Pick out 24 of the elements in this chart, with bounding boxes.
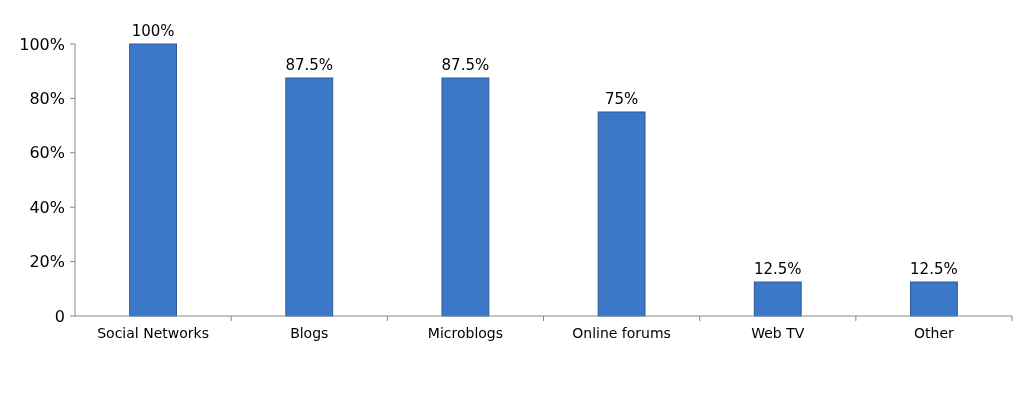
data-label: 75% <box>604 90 639 108</box>
data-label: 100% <box>131 22 175 40</box>
x-tick-label: Online forums <box>572 325 671 341</box>
x-tick-label: Web TV <box>751 325 805 341</box>
data-label: 87.5% <box>285 56 334 74</box>
bar <box>597 111 646 317</box>
y-tick-label: 80% <box>29 89 65 108</box>
y-tick-label: 60% <box>29 143 65 163</box>
bar <box>285 77 334 317</box>
data-label: 12.5% <box>753 260 802 278</box>
bar <box>441 77 490 317</box>
y-tick-label: 40% <box>29 197 65 217</box>
data-label: 87.5% <box>441 56 490 74</box>
x-tick-label: Blogs <box>290 325 329 341</box>
x-tick-label: Social Networks <box>97 325 209 341</box>
y-tick-label: 20% <box>29 252 65 272</box>
data-label: 12.5% <box>910 260 958 278</box>
x-tick-label: Microblogs <box>427 325 504 341</box>
x-tick-label: Other <box>914 325 955 341</box>
y-tick-label: 0 <box>54 306 65 326</box>
bar <box>909 281 958 317</box>
y-tick-label: 100% <box>19 34 65 54</box>
bar <box>753 281 802 317</box>
bar <box>129 43 178 317</box>
